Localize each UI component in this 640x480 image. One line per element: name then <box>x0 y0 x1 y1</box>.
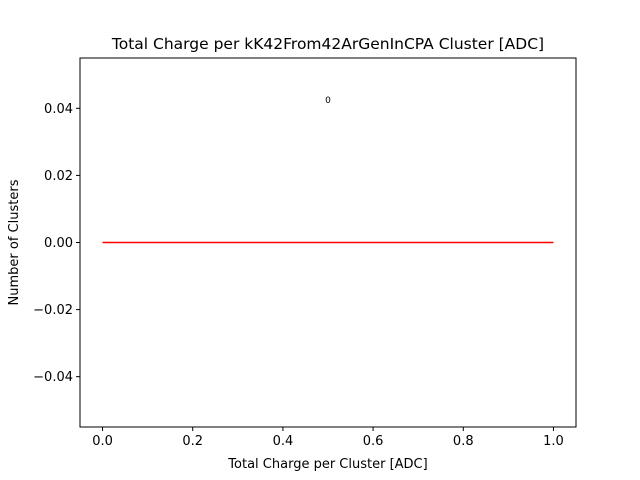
y-tick-label: −0.02 <box>33 303 73 318</box>
y-axis-label: Number of Clusters <box>7 179 22 305</box>
x-tick-label: 1.0 <box>543 434 564 449</box>
x-tick-label: 0.0 <box>92 434 113 449</box>
chart-title: Total Charge per kK42From42ArGenInCPA Cl… <box>111 35 544 53</box>
x-tick-label: 0.4 <box>273 434 294 449</box>
y-tick-label: −0.04 <box>33 370 73 385</box>
x-tick-label: 0.6 <box>363 434 384 449</box>
y-tick-label: 0.02 <box>44 169 73 184</box>
x-axis-label: Total Charge per Cluster [ADC] <box>227 457 427 472</box>
y-tick-label: 0.00 <box>44 236 73 251</box>
x-tick-label: 0.8 <box>453 434 474 449</box>
data-annotation: 0 <box>325 96 331 106</box>
x-axis: 0.0 0.2 0.4 0.6 0.8 1.0 <box>92 427 564 449</box>
x-tick-label: 0.2 <box>182 434 203 449</box>
annotation-layer: 0 <box>325 96 331 106</box>
y-axis: 0.04 0.02 0.00 −0.02 −0.04 <box>33 102 80 385</box>
y-tick-label: 0.04 <box>44 102 73 117</box>
